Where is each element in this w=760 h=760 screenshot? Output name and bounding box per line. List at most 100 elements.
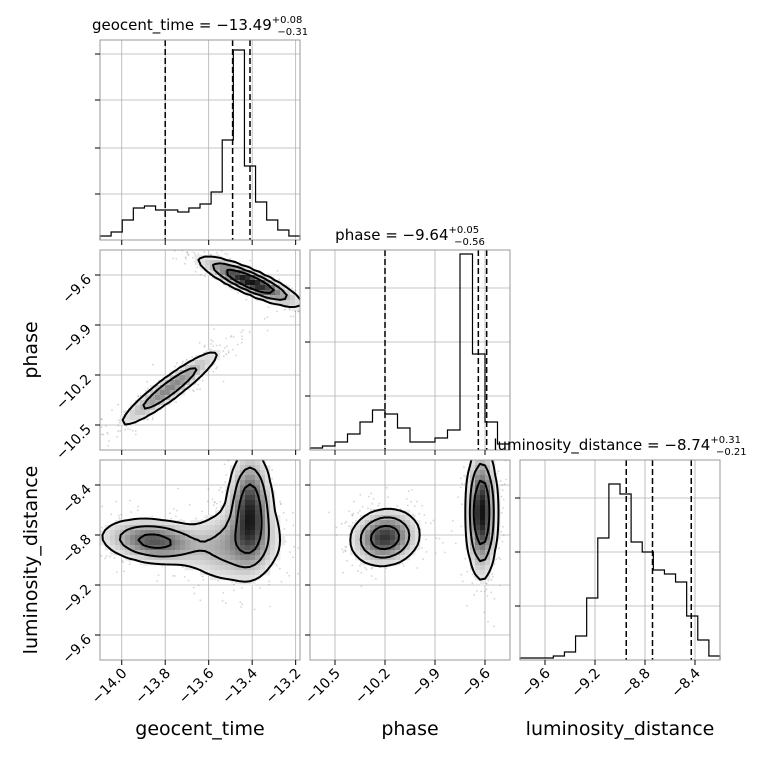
density-cell xyxy=(135,540,141,546)
sample-point xyxy=(469,431,471,433)
density-cell xyxy=(390,520,396,526)
density-cell xyxy=(165,390,171,396)
sample-point xyxy=(279,500,281,503)
sample-point xyxy=(210,343,212,345)
sample-point xyxy=(226,253,229,256)
density-cell xyxy=(120,550,126,556)
sample-point xyxy=(370,567,373,570)
sample-point xyxy=(481,455,483,457)
density-cell xyxy=(135,410,141,416)
density-cell xyxy=(155,555,161,561)
sample-point xyxy=(197,584,200,587)
density-cell xyxy=(110,530,116,536)
sample-point xyxy=(117,403,120,406)
density-cell xyxy=(155,530,161,536)
density-cell xyxy=(245,490,251,496)
sample-point xyxy=(290,315,292,318)
density-cell xyxy=(275,530,281,536)
density-cell xyxy=(240,515,246,521)
density-cell xyxy=(470,465,476,471)
sample-point xyxy=(198,341,201,344)
sample-point xyxy=(219,486,222,489)
sample-point xyxy=(248,445,250,447)
sample-point xyxy=(230,457,232,459)
density-cell xyxy=(125,420,131,426)
density-cell xyxy=(385,560,391,566)
sample-point xyxy=(197,383,200,386)
density-cell xyxy=(125,540,131,546)
sample-point xyxy=(185,257,187,260)
density-cell xyxy=(225,565,231,571)
density-cell xyxy=(120,525,126,531)
density-cell xyxy=(350,550,356,556)
sample-point xyxy=(285,519,288,521)
density-cell xyxy=(475,520,481,526)
sample-point xyxy=(175,401,177,403)
density-cell xyxy=(480,475,486,481)
density-cell xyxy=(480,525,486,531)
density-cell xyxy=(245,515,251,521)
density-cell xyxy=(145,555,151,561)
sample-point xyxy=(328,511,330,514)
density-cell xyxy=(175,375,181,381)
density-cell xyxy=(225,525,231,531)
density-cell xyxy=(260,295,266,301)
density-cell xyxy=(245,540,251,546)
sample-point xyxy=(118,419,120,422)
sample-point xyxy=(264,451,266,453)
sample-point xyxy=(278,278,280,281)
sample-point xyxy=(471,439,473,441)
sample-point xyxy=(292,315,295,318)
y-tick-label: −10.5 xyxy=(53,422,95,464)
density-cell xyxy=(205,525,211,531)
sample-point xyxy=(359,509,361,512)
density-cell xyxy=(475,525,481,531)
sample-point xyxy=(90,532,92,534)
density-cell xyxy=(255,520,261,526)
density-cell xyxy=(215,560,221,566)
density-cell xyxy=(105,535,111,541)
density-cell xyxy=(250,530,256,536)
sample-point xyxy=(500,495,503,498)
sample-point xyxy=(303,287,305,289)
density-cell xyxy=(230,465,236,471)
density-cell xyxy=(125,525,131,531)
density-cell xyxy=(375,520,381,526)
density-cell xyxy=(190,370,196,376)
sample-point xyxy=(216,366,218,368)
sample-point xyxy=(216,502,218,505)
sample-point xyxy=(483,453,485,455)
density-cell xyxy=(385,510,391,516)
density-cell xyxy=(490,555,496,561)
density-cell xyxy=(200,550,206,556)
density-cell xyxy=(150,540,156,546)
density-cell xyxy=(255,570,261,576)
sample-point xyxy=(485,588,488,591)
density-cell xyxy=(115,540,121,546)
density-cell xyxy=(275,290,281,296)
sample-point xyxy=(283,308,286,311)
density-cell xyxy=(390,560,396,566)
density-cell xyxy=(250,500,256,506)
sample-point xyxy=(172,575,175,577)
sample-point xyxy=(193,592,196,595)
contour-level-3 xyxy=(137,483,263,554)
sample-point xyxy=(342,551,345,553)
sample-point xyxy=(91,448,93,450)
sample-point xyxy=(237,292,240,294)
x-tick-label: −8.8 xyxy=(618,666,653,701)
sample-point xyxy=(123,411,126,414)
sample-point xyxy=(128,563,131,566)
density-cell xyxy=(180,535,186,541)
density-cell xyxy=(260,520,266,526)
sample-point xyxy=(211,340,214,343)
density-cell xyxy=(250,555,256,561)
density-cell xyxy=(360,560,366,566)
hist-title-geocent_time: geocent_time = −13.49+0.08 −0.31 xyxy=(92,15,308,38)
density-cell xyxy=(260,500,266,506)
density-cell xyxy=(485,560,491,566)
density-cell xyxy=(230,475,236,481)
sample-point xyxy=(151,416,154,419)
sample-point xyxy=(215,507,218,509)
density-cell xyxy=(355,545,361,551)
